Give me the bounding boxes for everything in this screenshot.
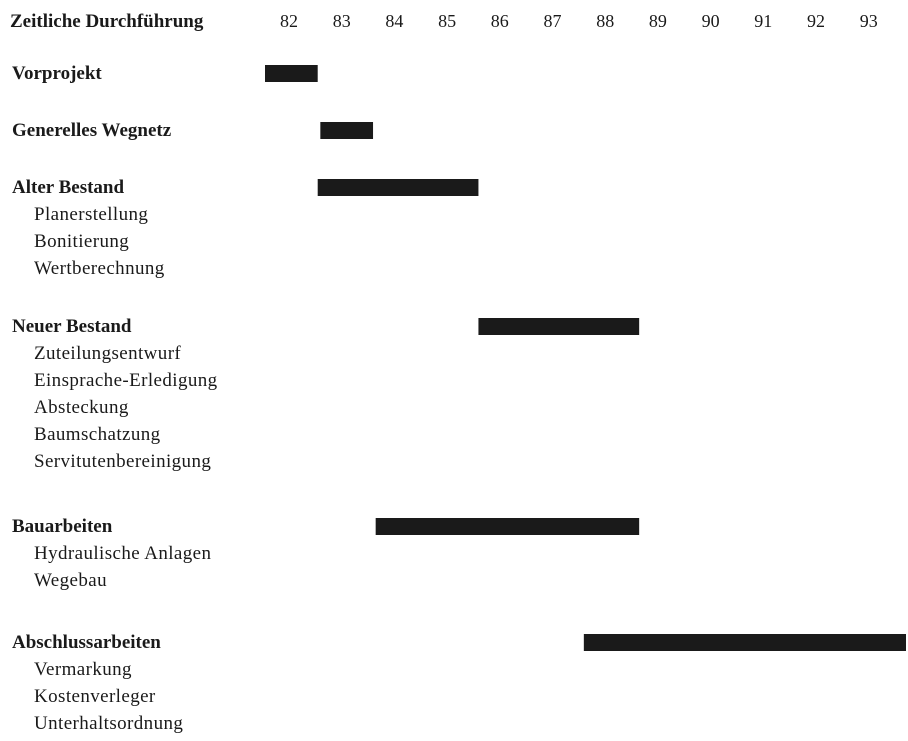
phase-label: Bauarbeiten (12, 516, 113, 537)
year-tick-label: 91 (754, 11, 772, 31)
year-tick-label: 92 (807, 11, 825, 31)
gantt-bar (317, 179, 479, 196)
task-label: Absteckung (34, 397, 129, 418)
phase-label: Abschlussarbeiten (12, 632, 161, 653)
task-label: Vermarkung (34, 659, 132, 680)
year-tick-label: 83 (333, 11, 351, 31)
gantt-bar (583, 634, 906, 651)
task-label: Kostenverleger (34, 686, 156, 707)
task-label: Wertberechnung (34, 258, 165, 279)
gantt-bar (478, 318, 640, 335)
task-label: Baumschatzung (34, 424, 161, 445)
year-tick-label: 86 (491, 11, 509, 31)
gantt-bar (375, 518, 640, 535)
year-tick-label: 89 (649, 11, 667, 31)
chart-title: Zeitliche Durchführung (10, 11, 204, 32)
phase-label: Generelles Wegnetz (12, 120, 172, 141)
task-label: Planerstellung (34, 204, 148, 225)
task-label: Zuteilungsentwurf (34, 343, 181, 364)
year-tick-label: 88 (596, 11, 614, 31)
task-label: Einsprache-Erledigung (34, 370, 218, 391)
year-tick-label: 87 (544, 11, 562, 31)
task-label: Wegebau (34, 570, 107, 591)
gantt-bar (320, 122, 374, 139)
task-label: Hydraulische Anlagen (34, 543, 211, 564)
year-tick-label: 93 (860, 11, 878, 31)
phase-label: Alter Bestand (12, 177, 124, 198)
phase-label: Neuer Bestand (12, 316, 132, 337)
year-tick-label: 85 (438, 11, 456, 31)
year-tick-label: 90 (702, 11, 720, 31)
task-label: Unterhaltsordnung (34, 713, 183, 734)
task-label: Servitutenbereinigung (34, 451, 211, 472)
task-label: Bonitierung (34, 231, 129, 252)
year-tick-label: 82 (280, 11, 298, 31)
year-tick-label: 84 (385, 11, 403, 31)
gantt-bar (265, 65, 318, 82)
phase-label: Vorprojekt (12, 63, 102, 84)
